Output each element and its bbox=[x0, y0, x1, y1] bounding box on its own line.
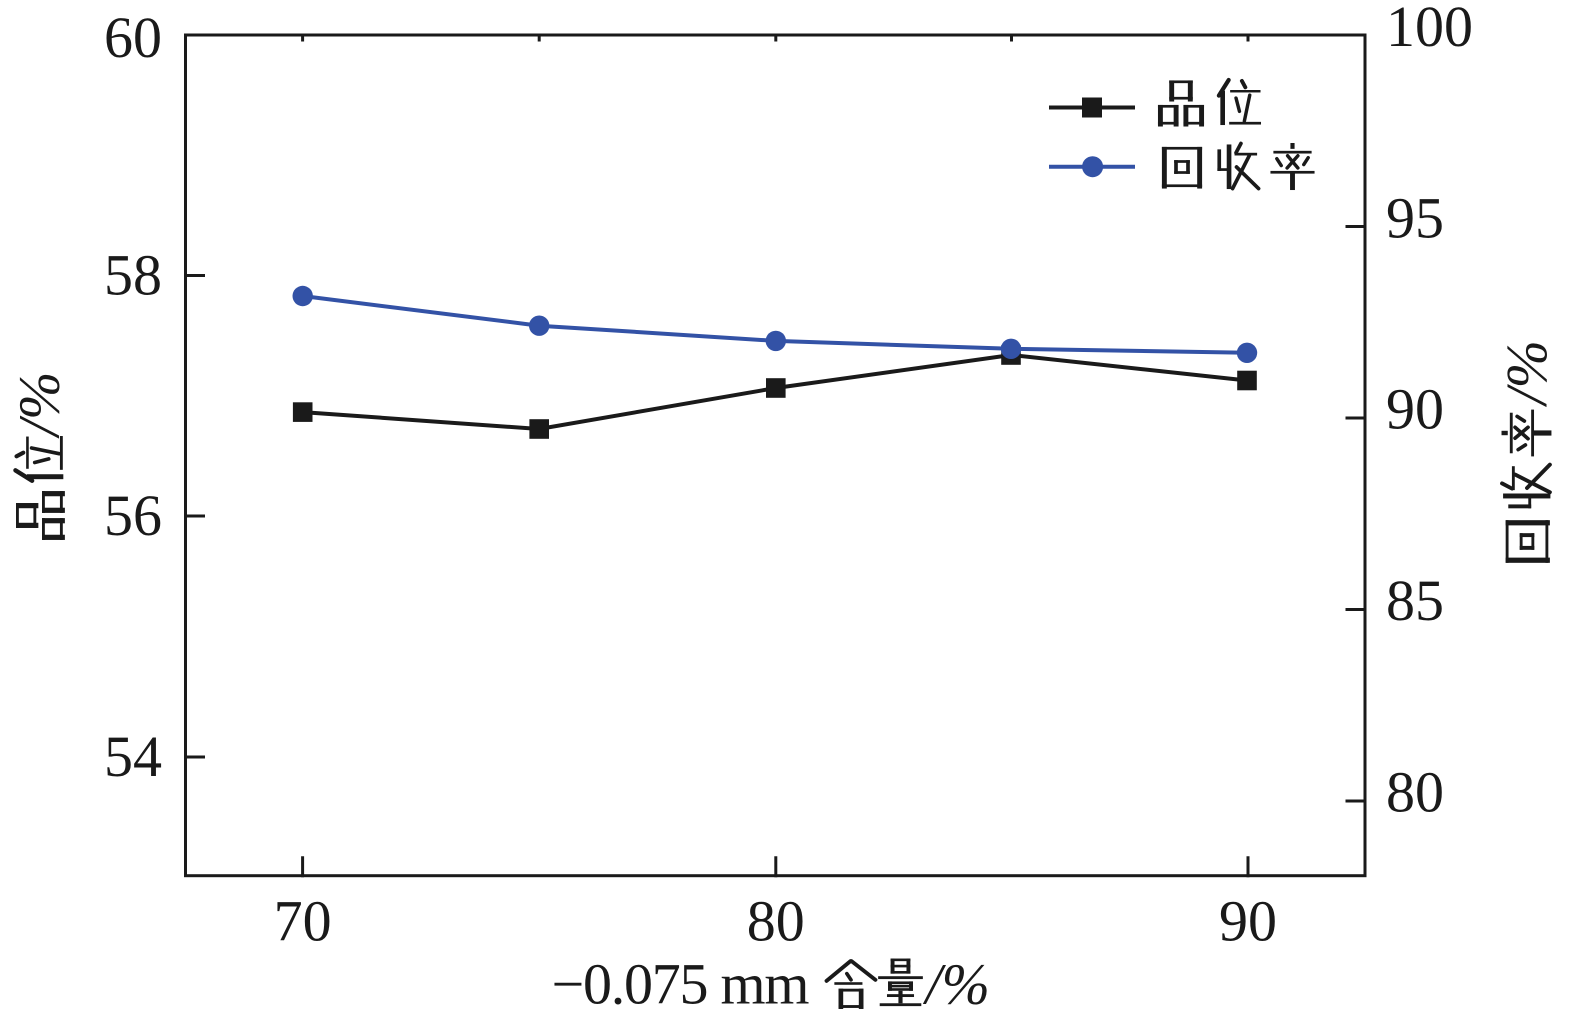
svg-text:/%: /% bbox=[6, 372, 71, 439]
svg-text:58: 58 bbox=[104, 243, 162, 308]
svg-text:100: 100 bbox=[1386, 0, 1473, 59]
svg-text:−0.075 mm: −0.075 mm bbox=[552, 952, 810, 1017]
svg-text:95: 95 bbox=[1386, 186, 1444, 251]
svg-text:90: 90 bbox=[1219, 889, 1277, 954]
svg-text:80: 80 bbox=[747, 889, 805, 954]
svg-text:85: 85 bbox=[1386, 568, 1444, 633]
svg-text:70: 70 bbox=[274, 889, 332, 954]
svg-text:80: 80 bbox=[1386, 760, 1444, 825]
svg-text:56: 56 bbox=[104, 483, 162, 548]
svg-text:/%: /% bbox=[1494, 340, 1559, 407]
svg-text:54: 54 bbox=[104, 724, 162, 789]
svg-text:/%: /% bbox=[923, 952, 990, 1017]
svg-text:60: 60 bbox=[104, 5, 162, 70]
svg-text:90: 90 bbox=[1386, 377, 1444, 442]
